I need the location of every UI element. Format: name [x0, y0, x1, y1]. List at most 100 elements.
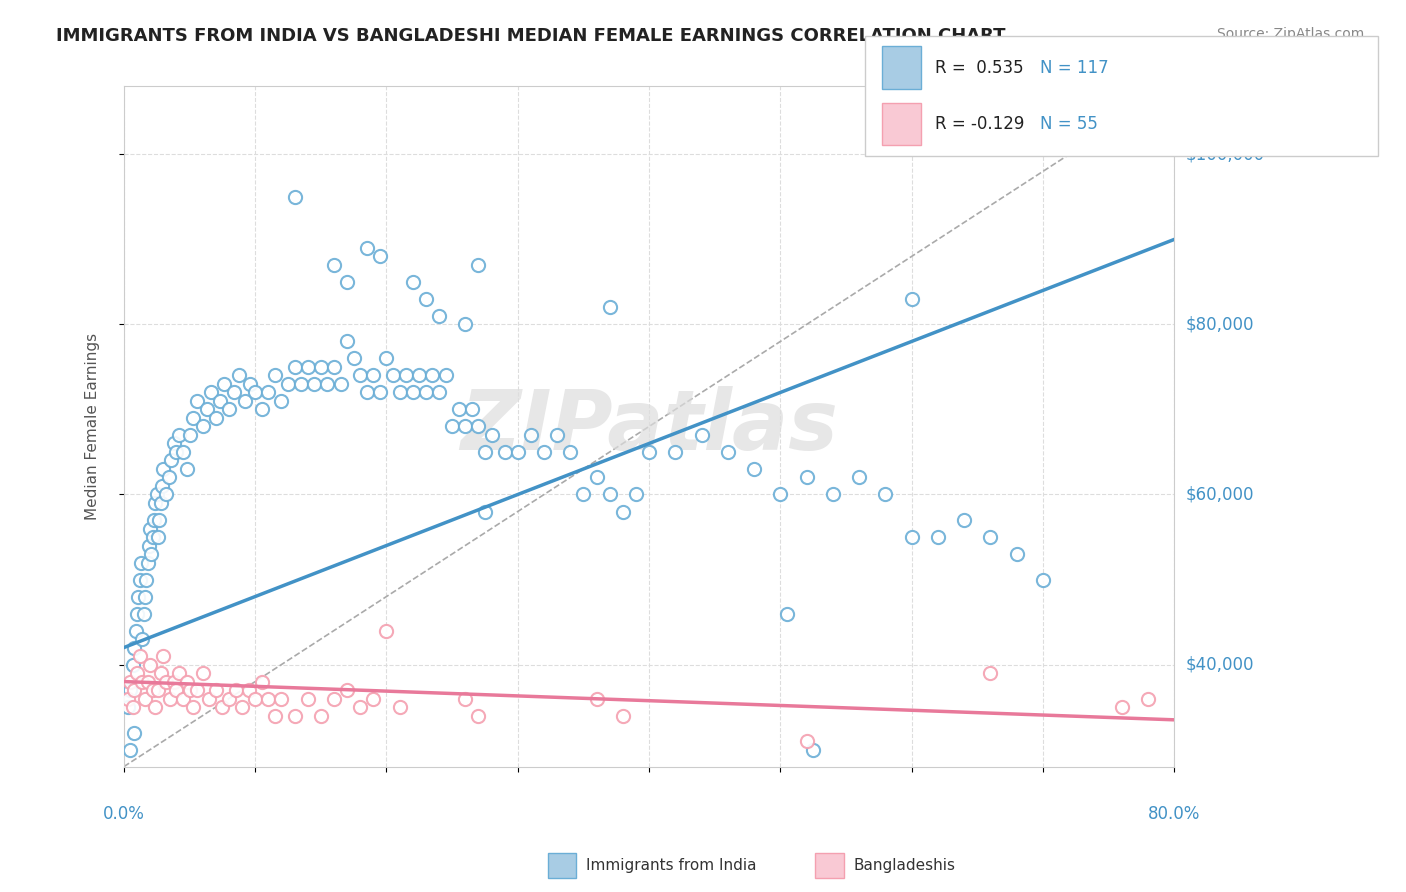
Point — [233, 394, 256, 409]
Point — [297, 691, 319, 706]
Point — [363, 368, 385, 383]
Point — [402, 385, 425, 400]
Point — [128, 573, 150, 587]
Point — [149, 496, 172, 510]
Point — [494, 445, 516, 459]
Point — [231, 700, 253, 714]
Point — [979, 530, 1001, 544]
Text: $80,000: $80,000 — [1185, 316, 1254, 334]
Point — [447, 402, 470, 417]
Point — [264, 708, 287, 723]
Point — [375, 351, 398, 366]
Point — [131, 632, 153, 646]
Text: R = -0.129: R = -0.129 — [935, 115, 1025, 133]
Point — [165, 683, 187, 698]
Point — [142, 683, 165, 698]
Point — [297, 359, 319, 374]
Point — [546, 428, 568, 442]
Point — [139, 657, 162, 672]
Point — [454, 419, 477, 434]
Point — [467, 419, 489, 434]
Point — [742, 462, 765, 476]
Point — [1111, 700, 1133, 714]
Text: ZIPatlas: ZIPatlas — [460, 386, 838, 467]
Point — [191, 419, 214, 434]
Point — [238, 683, 260, 698]
Point — [145, 487, 167, 501]
Point — [769, 487, 792, 501]
Point — [149, 666, 172, 681]
Point — [186, 394, 208, 409]
Point — [336, 275, 359, 289]
Point — [316, 376, 339, 391]
Point — [124, 683, 146, 698]
Point — [290, 376, 312, 391]
Text: N = 55: N = 55 — [1040, 115, 1098, 133]
Point — [533, 445, 555, 459]
Point — [323, 691, 346, 706]
Point — [176, 462, 198, 476]
Point — [309, 359, 332, 374]
Point — [585, 691, 607, 706]
Point — [120, 674, 142, 689]
Point — [336, 334, 359, 349]
Point — [284, 359, 307, 374]
Point — [157, 470, 180, 484]
Point — [427, 385, 450, 400]
Point — [368, 249, 391, 263]
Point — [264, 368, 287, 383]
Point — [124, 640, 146, 655]
Point — [148, 513, 170, 527]
Point — [117, 691, 139, 706]
Point — [796, 734, 818, 748]
Point — [212, 376, 235, 391]
Point — [245, 385, 267, 400]
Point — [211, 700, 233, 714]
Point — [225, 683, 247, 698]
Point — [195, 402, 218, 417]
Point — [821, 487, 844, 501]
Text: N = 117: N = 117 — [1040, 59, 1109, 77]
Text: $60,000: $60,000 — [1185, 485, 1254, 503]
Point — [900, 530, 922, 544]
Point — [776, 607, 799, 621]
Point — [382, 368, 405, 383]
Point — [218, 402, 240, 417]
Point — [198, 691, 221, 706]
Point — [167, 428, 190, 442]
Point — [1032, 573, 1054, 587]
Point — [520, 428, 543, 442]
Point — [163, 436, 186, 450]
Point — [135, 573, 157, 587]
Text: R =  0.535: R = 0.535 — [935, 59, 1024, 77]
Point — [150, 479, 173, 493]
Point — [191, 666, 214, 681]
Text: Immigrants from India: Immigrants from India — [586, 858, 756, 872]
Point — [415, 292, 437, 306]
Point — [270, 691, 292, 706]
Point — [167, 666, 190, 681]
Point — [145, 700, 167, 714]
Point — [329, 376, 352, 391]
Point — [163, 674, 186, 689]
Point — [454, 691, 477, 706]
Point — [155, 674, 177, 689]
Point — [145, 496, 167, 510]
Point — [200, 385, 222, 400]
Point — [343, 351, 366, 366]
Point — [186, 683, 208, 698]
Point — [363, 691, 385, 706]
Point — [408, 368, 430, 383]
Point — [585, 470, 607, 484]
Point — [128, 648, 150, 663]
Point — [572, 487, 595, 501]
Point — [176, 674, 198, 689]
Point — [474, 445, 496, 459]
Point — [467, 258, 489, 272]
Point — [172, 691, 194, 706]
Point — [155, 487, 177, 501]
Point — [388, 700, 411, 714]
Point — [125, 607, 148, 621]
Point — [127, 590, 149, 604]
Point — [427, 309, 450, 323]
